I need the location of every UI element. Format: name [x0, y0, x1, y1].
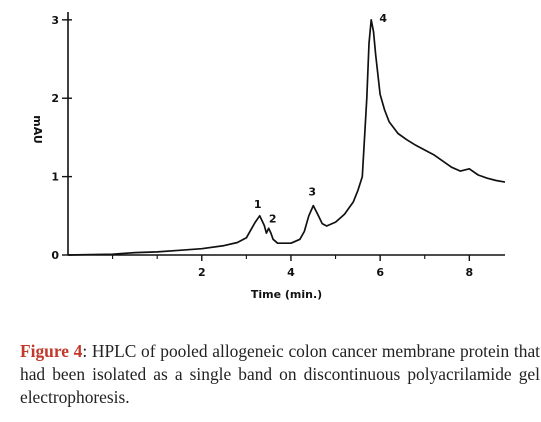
peak-label-2: 2 — [269, 212, 277, 225]
caption-label: Figure 4 — [20, 341, 83, 361]
y-tick-label: 0 — [51, 249, 59, 262]
chromatogram-chart: 0 1 2 3 2 4 6 8 Time (min.) mAU 1 2 3 4 — [31, 12, 506, 301]
x-tick-label: 6 — [376, 266, 384, 279]
x-tick-label: 4 — [287, 266, 295, 279]
peak-label-4: 4 — [379, 12, 387, 25]
caption-text: : HPLC of pooled allogeneic colon cancer… — [20, 341, 540, 407]
y-tick-label: 2 — [51, 92, 59, 105]
y-axis-label: mAU — [31, 115, 44, 144]
series-line — [67, 18, 506, 256]
y-tick-label: 3 — [51, 14, 59, 27]
peak-label-3: 3 — [308, 186, 316, 199]
y-tick-label: 1 — [51, 171, 59, 184]
figure-caption: Figure 4: HPLC of pooled allogeneic colo… — [20, 340, 540, 409]
peak-label-1: 1 — [254, 198, 262, 211]
x-axis-label: Time (min.) — [251, 288, 322, 301]
x-tick-label: 8 — [465, 266, 473, 279]
x-tick-label: 2 — [198, 266, 206, 279]
